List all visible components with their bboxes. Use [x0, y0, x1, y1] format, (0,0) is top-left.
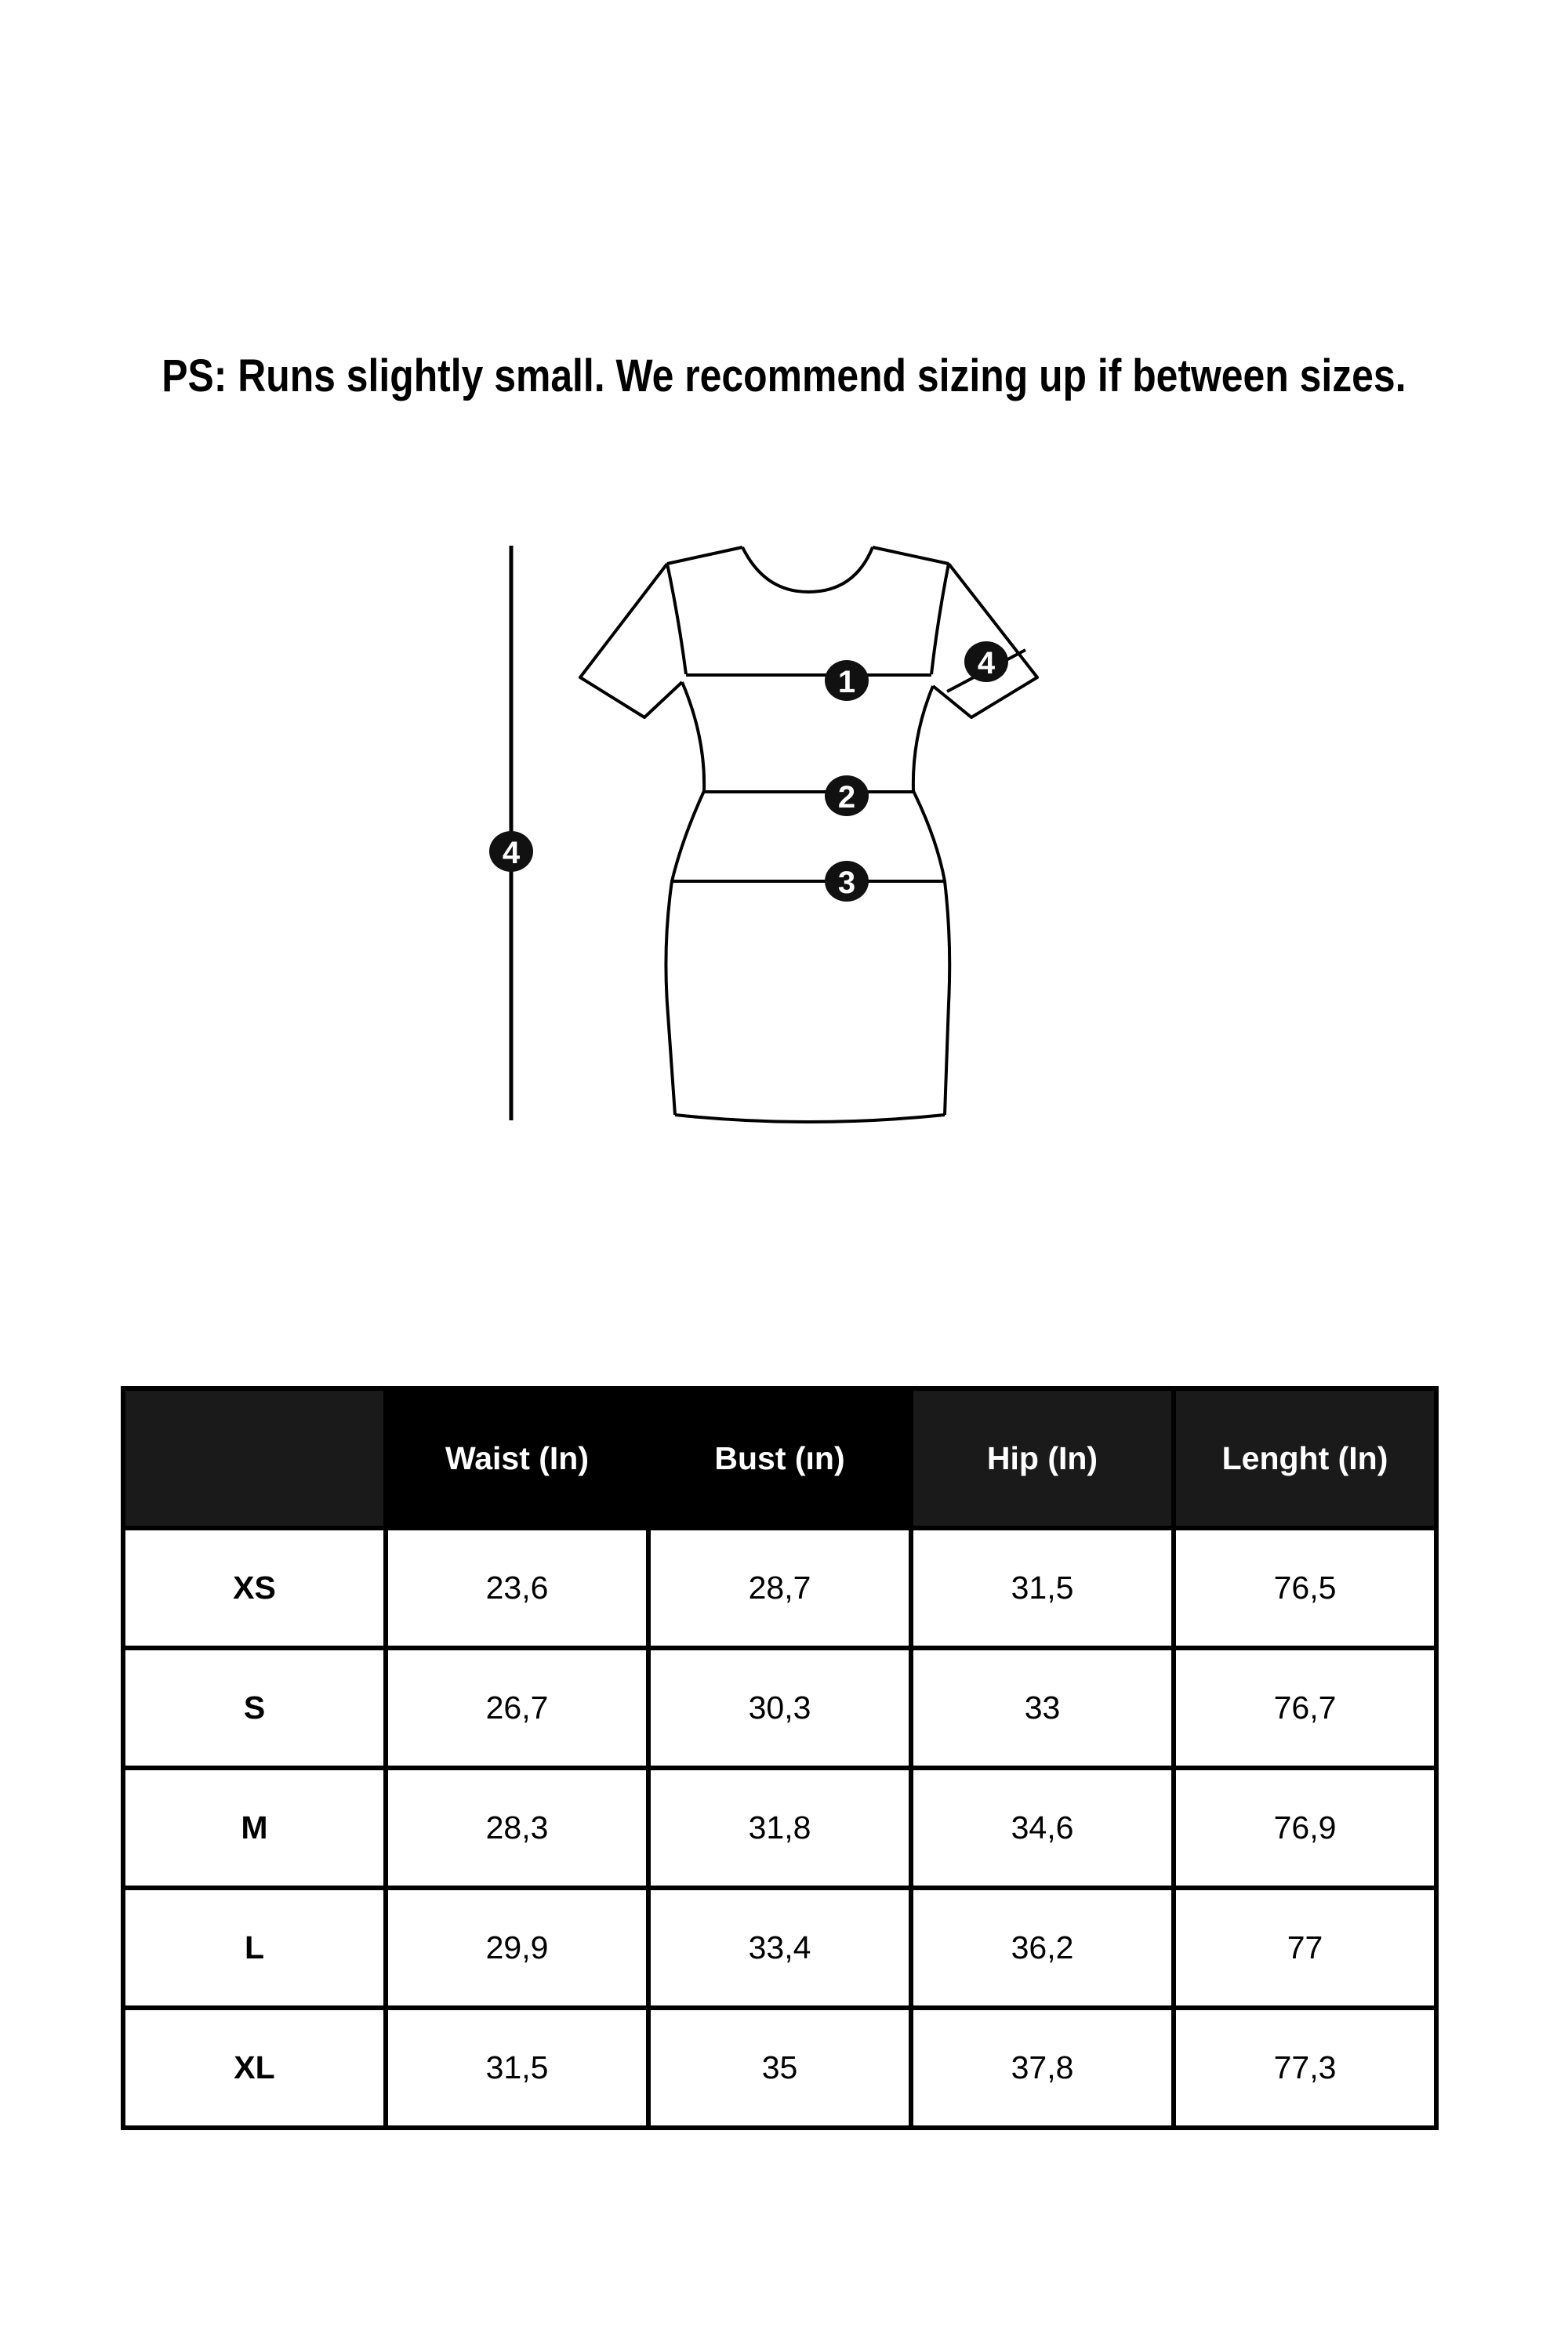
hip-cell: 37,8 [909, 2005, 1176, 2130]
table-row: XS 23,6 28,7 31,5 76,5 [121, 1526, 1439, 1650]
length-cell: 76,9 [1171, 1766, 1439, 1890]
measurement-lines [509, 546, 1026, 1120]
waist-cell: 26,7 [383, 1646, 651, 1770]
marker-3: 3 [825, 861, 869, 902]
marker-2: 2 [825, 775, 869, 816]
hip-cell: 31,5 [909, 1526, 1176, 1650]
header-waist: Waist (In) [383, 1386, 651, 1530]
header-bust: Bust (ın) [646, 1386, 913, 1530]
shoulders [666, 546, 949, 565]
bust-cell: 35 [646, 2005, 913, 2130]
marker-1: 1 [825, 660, 869, 701]
marker-4-length: 4 [489, 831, 533, 872]
armhole-seams [666, 563, 950, 675]
right-sleeve [931, 562, 1039, 719]
svg-text:2: 2 [838, 780, 855, 815]
svg-text:4: 4 [503, 836, 521, 870]
hip-cell: 34,6 [909, 1766, 1176, 1890]
bust-cell: 31,8 [646, 1766, 913, 1890]
table-row: S 26,7 30,3 33 76,7 [121, 1646, 1439, 1770]
hip-cell: 33 [909, 1646, 1176, 1770]
left-side [664, 681, 706, 1116]
table-header-row: Waist (In) Bust (ın) Hip (In) Lenght (In… [121, 1386, 1439, 1530]
length-cell: 76,5 [1171, 1526, 1439, 1650]
size-cell: L [121, 1886, 388, 2010]
size-table: Waist (In) Bust (ın) Hip (In) Lenght (In… [121, 1386, 1439, 2130]
length-cell: 76,7 [1171, 1646, 1439, 1770]
hip-cell: 36,2 [909, 1886, 1176, 2010]
waist-cell: 23,6 [383, 1526, 651, 1650]
size-cell: M [121, 1766, 388, 1890]
dress-measurement-diagram: 1 2 3 4 4 [489, 546, 1039, 1123]
neckline [741, 546, 874, 593]
sizing-note: PS: Runs slightly small. We recommend si… [0, 350, 1568, 402]
svg-text:1: 1 [838, 665, 855, 699]
dress-outline [579, 546, 1039, 1123]
hem [674, 1113, 946, 1123]
svg-text:4: 4 [978, 646, 996, 681]
table-row: M 28,3 31,8 34,6 76,9 [121, 1766, 1439, 1890]
size-cell: XL [121, 2005, 388, 2130]
left-sleeve [579, 562, 684, 719]
sizing-note-text: PS: Runs slightly small. We recommend si… [162, 350, 1406, 401]
length-cell: 77 [1171, 1886, 1439, 2010]
right-side [911, 685, 952, 1116]
table-row: L 29,9 33,4 36,2 77 [121, 1886, 1439, 2010]
size-cell: S [121, 1646, 388, 1770]
header-length: Lenght (In) [1171, 1386, 1439, 1530]
bust-cell: 28,7 [646, 1526, 913, 1650]
waist-cell: 31,5 [383, 2005, 651, 2130]
waist-cell: 28,3 [383, 1766, 651, 1890]
header-blank [121, 1386, 388, 1530]
svg-text:3: 3 [838, 866, 855, 900]
waist-cell: 29,9 [383, 1886, 651, 2010]
bust-cell: 30,3 [646, 1646, 913, 1770]
length-cell: 77,3 [1171, 2005, 1439, 2130]
header-hip: Hip (In) [909, 1386, 1176, 1530]
table-row: XL 31,5 35 37,8 77,3 [121, 2005, 1439, 2130]
size-cell: XS [121, 1526, 388, 1650]
marker-4-sleeve: 4 [964, 641, 1008, 682]
bust-cell: 33,4 [646, 1886, 913, 2010]
